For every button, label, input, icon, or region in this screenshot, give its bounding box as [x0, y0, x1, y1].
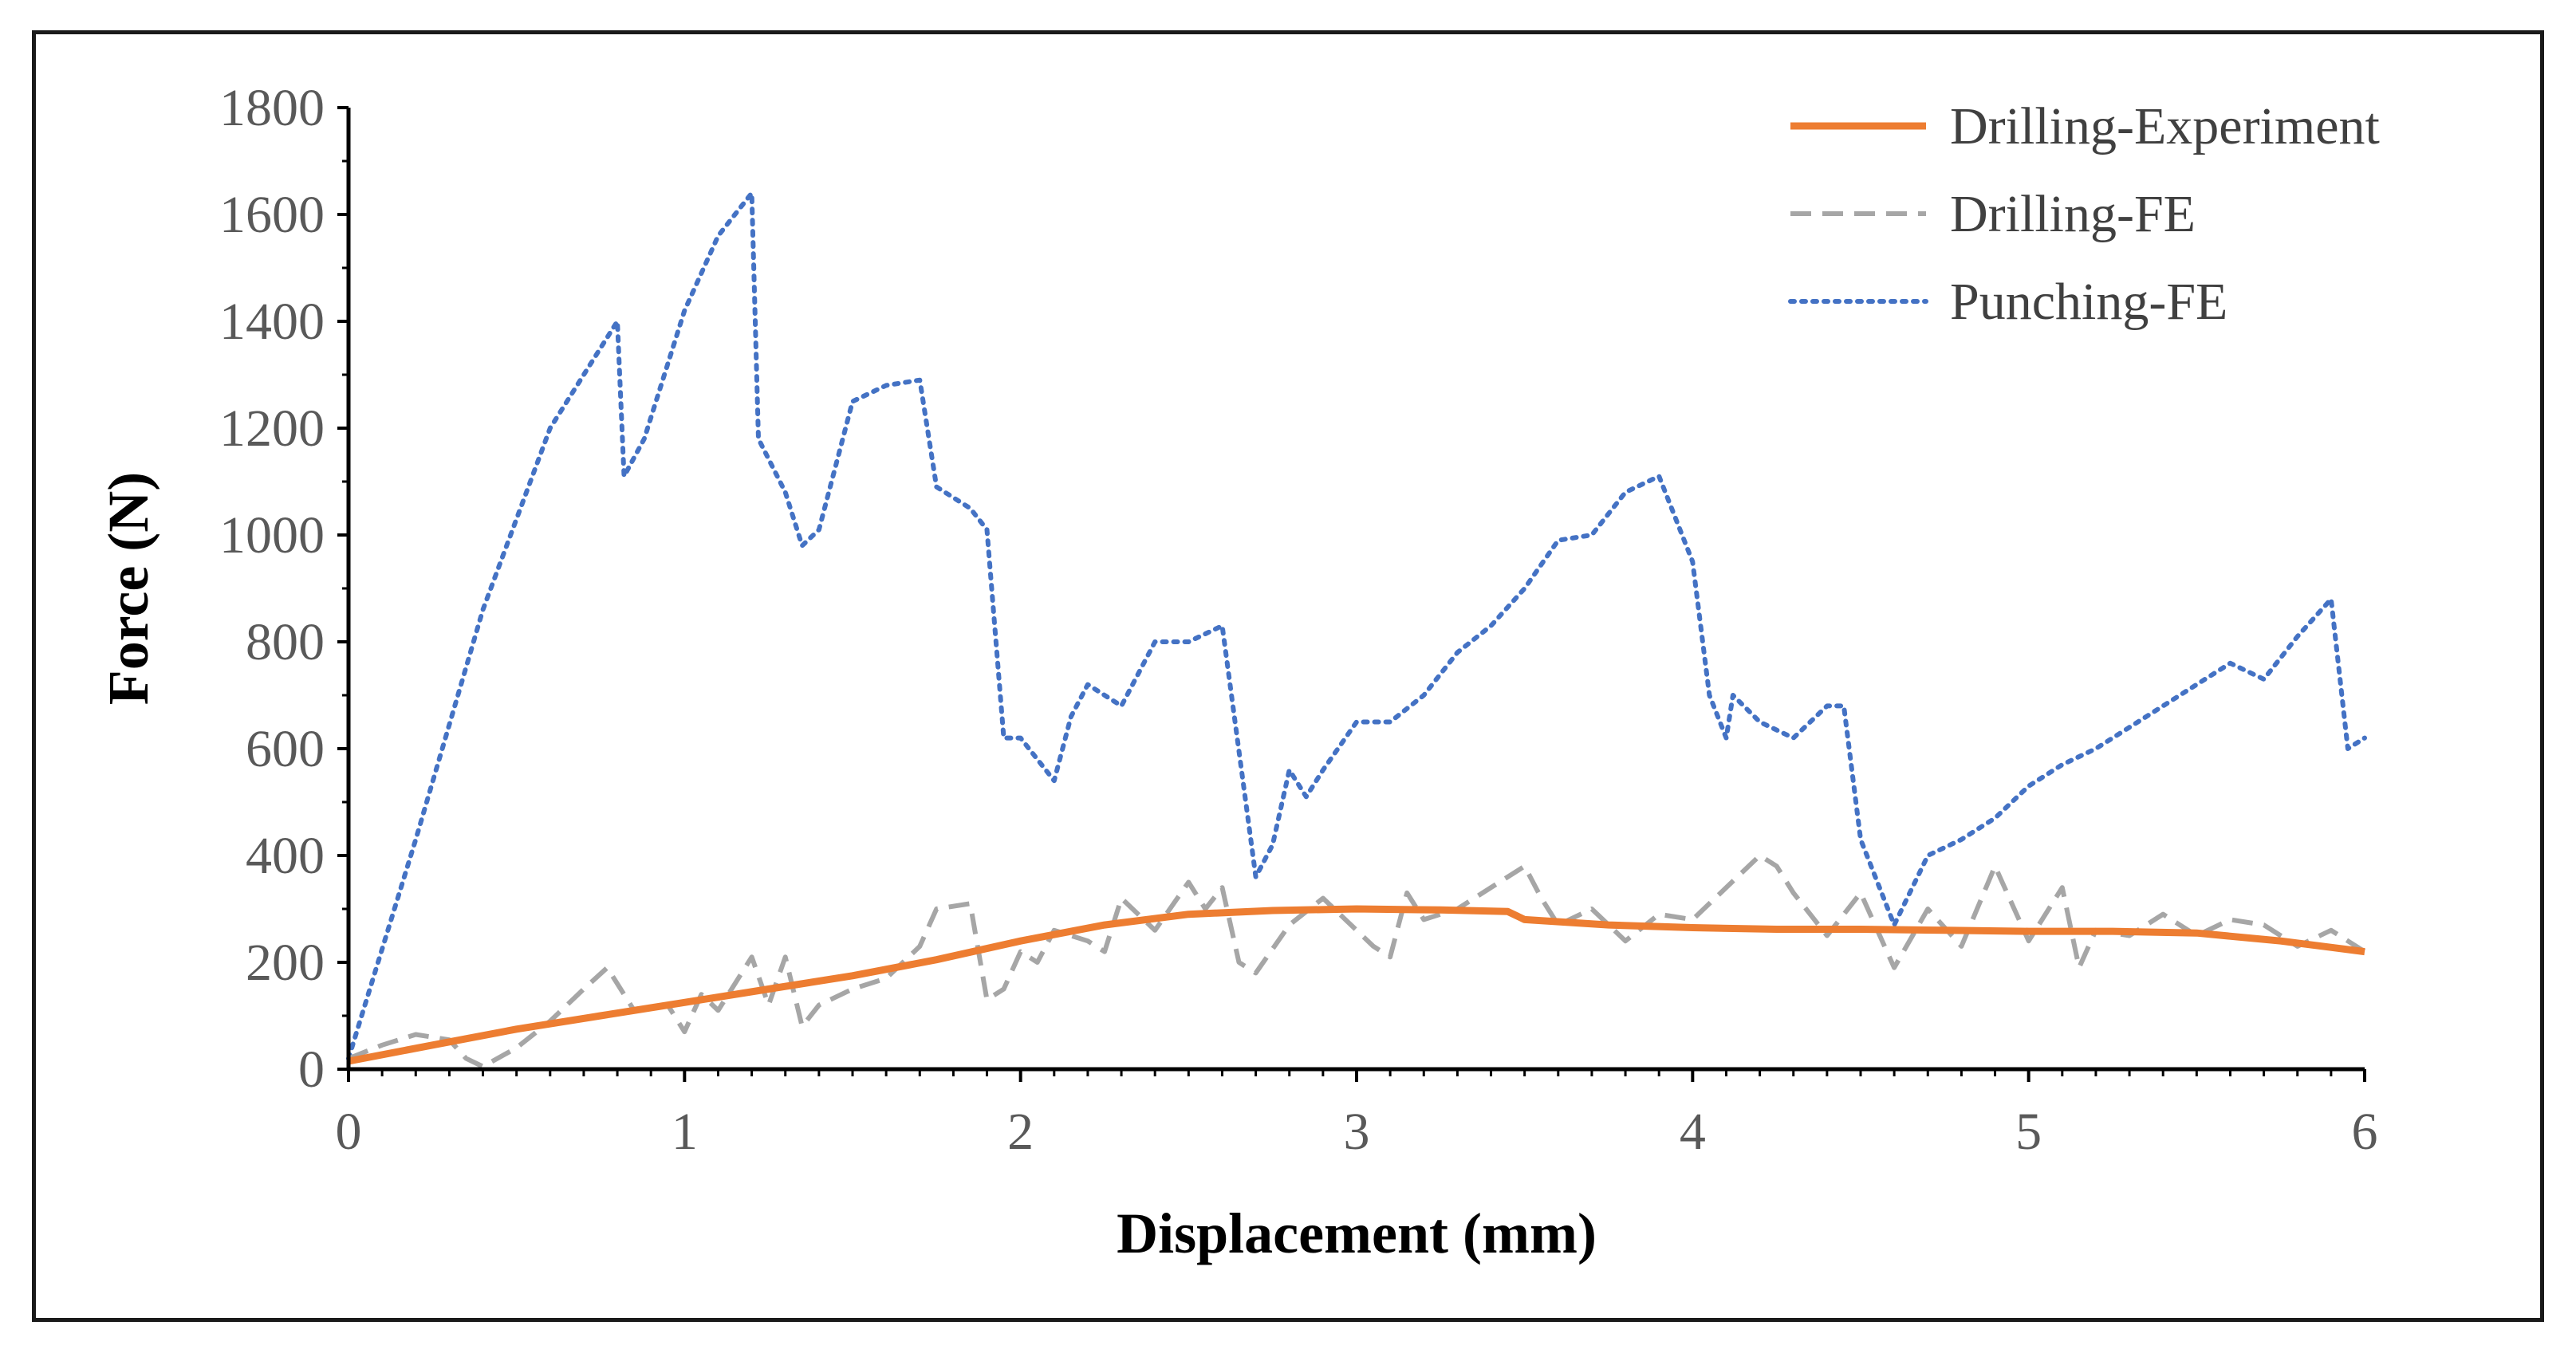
- x-tick-label: 6: [2352, 1103, 2378, 1161]
- legend-label-drilling-fe: Drilling-FE: [1950, 185, 2196, 243]
- y-tick-label: 200: [246, 934, 325, 992]
- legend-label-punching-fe: Punching-FE: [1950, 273, 2227, 331]
- y-tick-label: 1600: [219, 186, 325, 244]
- y-tick-label: 600: [246, 720, 325, 778]
- line-chart: 0 200 400 600 800 1000 1200 1400 1600 1800 0 1 2 3 4 5 6…: [97, 79, 2380, 1265]
- figure-frame: 0 200 400 600 800 1000 1200 1400 1600 1800 0 1 2 3 4 5 6…: [32, 30, 2544, 1322]
- x-tick-label: 1: [672, 1103, 698, 1161]
- legend-label-drilling-experiment: Drilling-Experiment: [1950, 97, 2380, 155]
- y-tick-label: 1200: [219, 399, 325, 458]
- y-tick-label: 1400: [219, 293, 325, 351]
- y-axis-title: Force (N): [97, 472, 160, 706]
- x-tick-label: 4: [1680, 1103, 1706, 1161]
- series-line-punching-fe: [346, 191, 2367, 1061]
- y-tick-label: 1000: [219, 506, 325, 564]
- y-tick-label: 0: [298, 1040, 325, 1099]
- x-tick-label: 0: [336, 1103, 362, 1161]
- x-tick-label: 2: [1007, 1103, 1034, 1161]
- axes-layer: [346, 108, 2365, 1072]
- legend: Drilling-Experiment Drilling-FE Punching-F…: [1788, 97, 2380, 331]
- x-tick-label: 5: [2015, 1103, 2042, 1161]
- ticks-layer: 0 200 400 600 800 1000 1200 1400 1600 1800 0 1 2 3 4 5 6: [219, 79, 2378, 1161]
- x-tick-label: 3: [1344, 1103, 1370, 1161]
- x-axis-title: Displacement (mm): [1117, 1202, 1597, 1265]
- y-tick-label: 800: [246, 613, 325, 671]
- series-layer: [346, 191, 2367, 1069]
- y-tick-label: 1800: [219, 79, 325, 137]
- y-tick-label: 400: [246, 827, 325, 885]
- series-line-drilling-fe: [347, 853, 2366, 1069]
- series-line-drilling-experiment: [348, 905, 2365, 1065]
